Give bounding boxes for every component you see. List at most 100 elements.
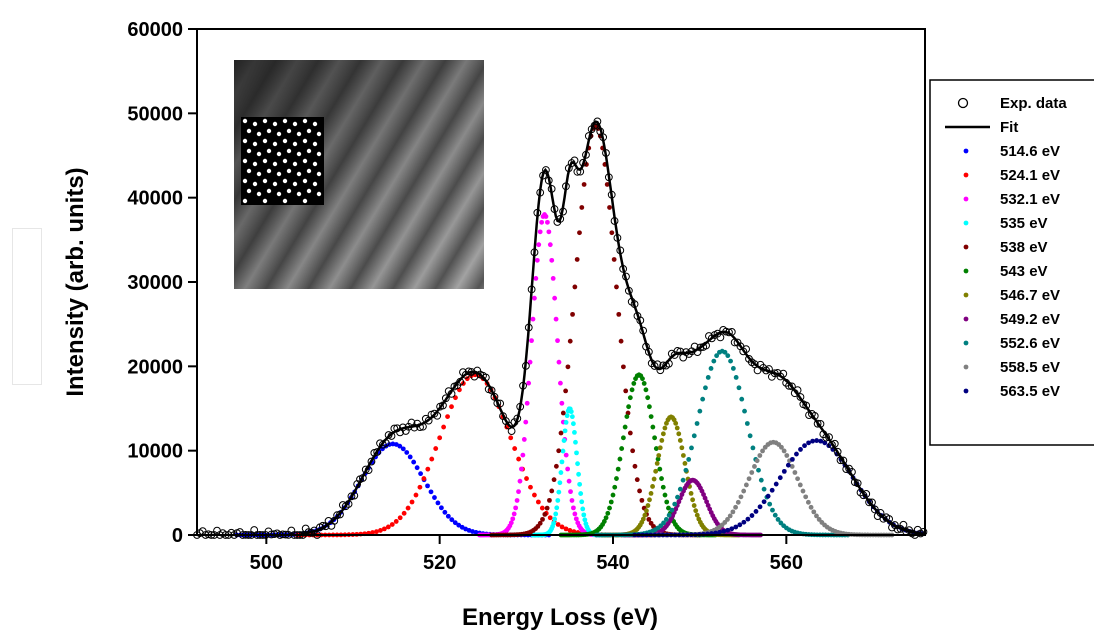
component-point <box>741 488 747 494</box>
component-point <box>553 316 559 322</box>
component-point <box>645 503 651 508</box>
component-point <box>656 453 662 458</box>
component-point <box>539 505 545 511</box>
legend-exp-label: Exp. data <box>1000 95 1067 112</box>
component-point <box>717 529 722 535</box>
component-point <box>701 492 706 497</box>
component-point <box>537 229 543 235</box>
component-point <box>736 385 742 391</box>
component-point <box>397 443 403 449</box>
component-point <box>559 400 565 406</box>
component-peak-524-1-ev <box>295 372 656 538</box>
component-point <box>769 487 775 493</box>
component-point <box>640 376 645 382</box>
component-point <box>743 482 749 488</box>
exp-point <box>716 333 725 342</box>
component-point <box>752 464 757 469</box>
component-point <box>803 494 809 500</box>
component-point <box>514 498 520 503</box>
component-point <box>508 520 514 526</box>
component-point <box>378 528 383 533</box>
legend-entry: 535 eV <box>1000 215 1048 232</box>
component-point <box>805 499 811 505</box>
component-point <box>569 414 575 420</box>
component-point <box>729 526 735 532</box>
component-point <box>814 513 819 519</box>
legend-entry: 563.5 eV <box>1000 383 1060 400</box>
component-point <box>563 419 569 425</box>
component-point <box>572 429 577 435</box>
component-point <box>703 385 708 391</box>
component-point <box>559 524 565 530</box>
component-point <box>822 440 828 446</box>
component-point <box>411 459 417 465</box>
component-point <box>539 219 545 225</box>
component-point <box>688 491 694 496</box>
legend-marker <box>963 316 969 322</box>
legend-marker <box>963 388 969 394</box>
component-point <box>535 499 541 505</box>
legend-entry: 524.1 eV <box>1000 167 1060 184</box>
component-point <box>708 366 714 371</box>
component-point <box>747 433 753 439</box>
component-point <box>753 509 759 514</box>
component-point <box>818 438 824 444</box>
component-point <box>524 400 530 406</box>
component-point <box>607 505 612 511</box>
component-point <box>614 284 619 290</box>
component-point <box>551 520 557 526</box>
component-point <box>609 230 615 236</box>
component-point <box>754 458 760 464</box>
component-point <box>669 507 675 513</box>
component-point <box>683 467 689 473</box>
exp-point <box>870 505 879 514</box>
component-point <box>741 519 747 525</box>
component-point <box>370 530 375 535</box>
component-point <box>792 470 798 475</box>
component-point <box>730 366 736 371</box>
component-point <box>519 466 524 472</box>
legend-entry: 532.1 eV <box>1000 191 1060 208</box>
component-point <box>722 349 728 355</box>
component-point <box>558 470 564 475</box>
legend-marker <box>963 172 969 178</box>
exp-point <box>336 510 344 519</box>
component-point <box>524 476 529 481</box>
component-point <box>730 509 736 515</box>
component-point <box>456 522 462 528</box>
component-point <box>757 504 763 510</box>
x-tick-label: 520 <box>423 552 456 574</box>
component-point <box>441 424 447 430</box>
component-point <box>662 492 668 498</box>
component-point <box>568 409 574 415</box>
component-peak-543-ev <box>558 372 718 538</box>
component-point <box>516 456 522 462</box>
component-point <box>582 517 588 523</box>
component-point <box>672 501 678 507</box>
exp-point <box>676 347 685 356</box>
component-point <box>767 501 773 507</box>
component-point <box>400 446 406 452</box>
component-point <box>604 182 610 187</box>
component-point <box>679 445 685 451</box>
component-point <box>623 388 629 394</box>
component-point <box>733 504 738 510</box>
component-point <box>621 435 626 441</box>
component-point <box>647 404 652 410</box>
component-point <box>765 493 771 499</box>
y-tick-label: 50000 <box>127 103 183 125</box>
component-point <box>381 526 387 532</box>
side-panel-stub <box>12 228 42 385</box>
component-point <box>794 451 799 457</box>
legend-marker <box>963 268 969 274</box>
component-point <box>744 421 750 426</box>
component-point <box>661 520 666 526</box>
component-point <box>682 460 688 466</box>
component-point <box>553 463 559 469</box>
component-point <box>690 497 696 503</box>
legend-box <box>929 79 1094 446</box>
exp-point <box>333 511 342 520</box>
component-point <box>530 316 536 322</box>
component-point <box>409 499 415 505</box>
component-point <box>632 463 638 469</box>
